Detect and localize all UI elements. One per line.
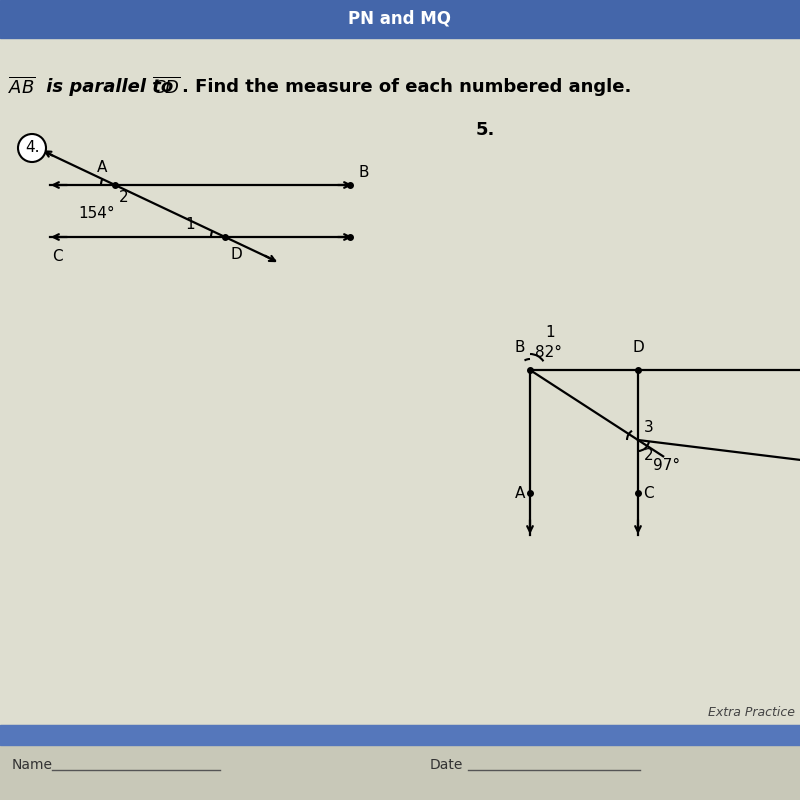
Text: is parallel to: is parallel to — [40, 78, 179, 96]
Text: 2: 2 — [119, 190, 129, 205]
Text: 4.: 4. — [25, 141, 39, 155]
Text: A: A — [514, 486, 525, 501]
Text: D: D — [633, 340, 645, 355]
Text: Date: Date — [430, 758, 463, 772]
Text: PN and MQ: PN and MQ — [349, 10, 451, 28]
Text: 3: 3 — [644, 420, 654, 435]
Text: C: C — [643, 486, 654, 501]
Text: 2: 2 — [644, 448, 654, 463]
Text: B: B — [358, 165, 369, 180]
Text: C: C — [52, 249, 62, 264]
Text: 5.: 5. — [476, 121, 495, 139]
Text: $\overline{\mathit{CD}}$: $\overline{\mathit{CD}}$ — [152, 77, 181, 98]
Circle shape — [18, 134, 46, 162]
Text: 82°: 82° — [535, 345, 562, 360]
Text: D: D — [230, 247, 242, 262]
Text: . Find the measure of each numbered angle.: . Find the measure of each numbered angl… — [182, 78, 631, 96]
Bar — [0, 0, 800, 38]
Text: 1: 1 — [545, 325, 554, 340]
Bar — [0, 725, 800, 800]
Text: 97°: 97° — [653, 458, 680, 473]
Text: Extra Practice: Extra Practice — [708, 706, 795, 718]
Text: 1: 1 — [186, 217, 195, 232]
Text: Name: Name — [12, 758, 53, 772]
Bar — [0, 38, 800, 725]
Text: 154°: 154° — [78, 206, 114, 222]
Text: $\overline{\mathit{AB}}$: $\overline{\mathit{AB}}$ — [8, 77, 36, 98]
Text: A: A — [97, 160, 107, 175]
Bar — [0, 725, 800, 745]
Text: B: B — [514, 340, 525, 355]
